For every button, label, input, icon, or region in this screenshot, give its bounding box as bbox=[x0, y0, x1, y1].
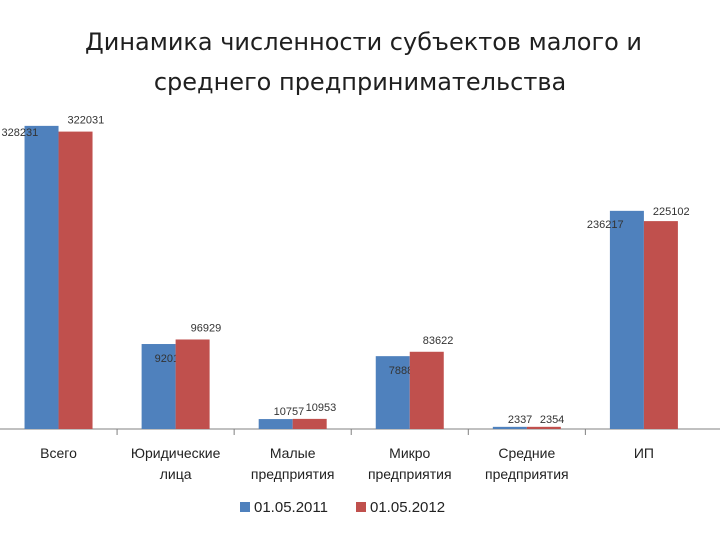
data-label: 83622 bbox=[423, 335, 454, 347]
data-label: 10953 bbox=[306, 402, 337, 414]
x-tick-label: Юридические bbox=[131, 445, 221, 461]
x-tick-label: предприятия bbox=[251, 466, 335, 482]
legend-swatch bbox=[356, 502, 366, 512]
data-label: 225102 bbox=[653, 206, 690, 218]
legend-label: 01.05.2012 bbox=[370, 499, 445, 516]
data-label: 10757 bbox=[274, 406, 305, 418]
x-tick-label: Средние bbox=[498, 445, 555, 461]
bar-2 bbox=[409, 351, 444, 429]
bar-1 bbox=[375, 356, 410, 429]
bar-2 bbox=[292, 418, 327, 429]
bar-2 bbox=[643, 221, 678, 429]
data-label: 322031 bbox=[68, 115, 105, 127]
bar-1 bbox=[492, 426, 527, 429]
data-label: 2337 bbox=[508, 414, 532, 426]
x-tick-label: лица bbox=[160, 466, 192, 482]
x-tick-label: ИП bbox=[634, 445, 654, 461]
bar-1 bbox=[141, 344, 176, 429]
data-label: 236217 bbox=[587, 219, 624, 231]
bar-2 bbox=[175, 339, 210, 429]
bar-1 bbox=[609, 210, 644, 429]
x-tick-label: Всего bbox=[40, 445, 77, 461]
data-label: 328231 bbox=[2, 127, 39, 139]
bar-1 bbox=[258, 419, 293, 429]
x-tick-label: предприятия bbox=[485, 466, 569, 482]
bar-1 bbox=[24, 125, 59, 429]
x-tick-label: предприятия bbox=[368, 466, 452, 482]
bar-2 bbox=[58, 131, 93, 429]
chart-title: Динамика численности субъектов малого и … bbox=[0, 22, 720, 102]
x-tick-label: Микро bbox=[389, 445, 430, 461]
bar-2 bbox=[526, 426, 561, 429]
legend-label: 01.05.2011 bbox=[254, 499, 328, 516]
chart-title-line-1: Динамика численности субъектов малого и bbox=[84, 28, 643, 56]
data-label: 2354 bbox=[540, 414, 564, 426]
data-label: 96929 bbox=[191, 322, 222, 334]
legend-swatch bbox=[240, 502, 250, 512]
chart-title-line-2: среднего предпринимательства bbox=[153, 68, 567, 96]
x-tick-label: Малые bbox=[270, 445, 316, 461]
